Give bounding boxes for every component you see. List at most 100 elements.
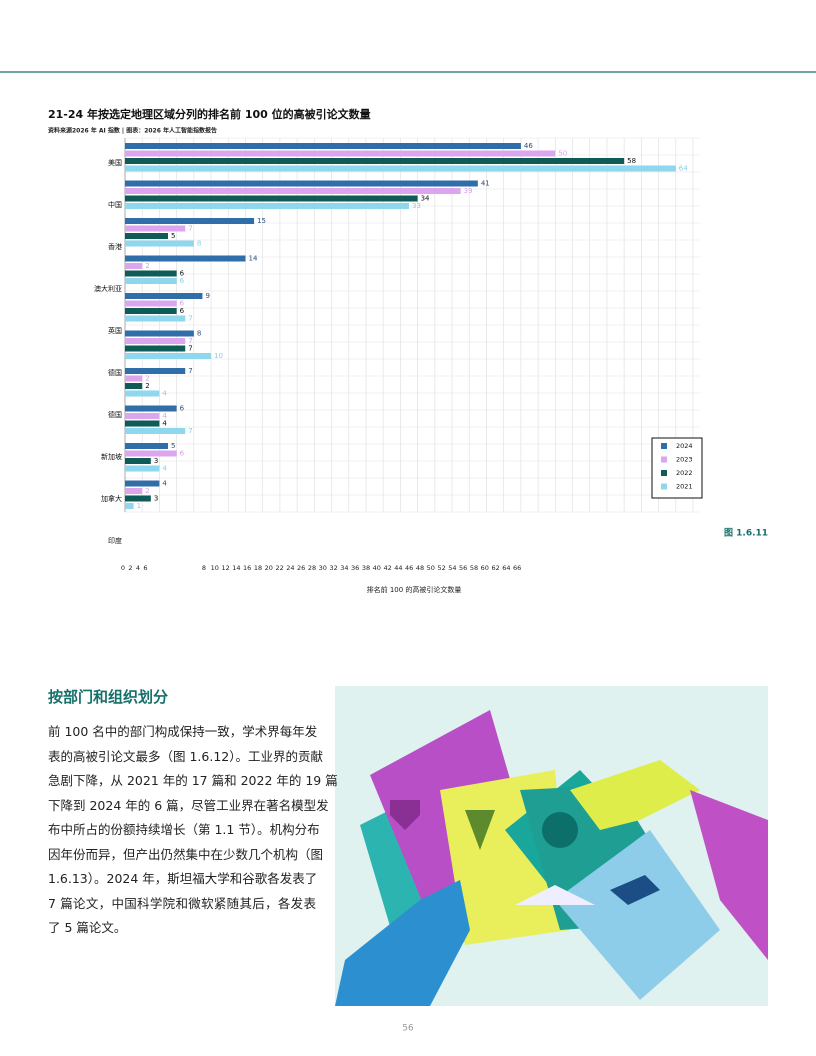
- data-label: 5: [171, 442, 175, 450]
- legend-label: 2023: [676, 456, 693, 464]
- legend-swatch: [661, 443, 667, 449]
- x-tick-label: 16: [243, 564, 251, 572]
- data-label: 6: [180, 270, 185, 278]
- x-tick-label: 62: [491, 564, 499, 572]
- x-tick-label: 14: [232, 564, 240, 572]
- bar: [125, 293, 203, 299]
- x-tick-label: 20: [265, 564, 273, 572]
- data-label: 6: [180, 405, 185, 413]
- x-axis-label: 排名前 100 的高被引论文数量: [367, 585, 462, 594]
- data-label: 6: [180, 277, 185, 285]
- legend-swatch: [661, 456, 667, 463]
- bar: [125, 240, 194, 247]
- data-label: 6: [180, 300, 185, 308]
- bar: [125, 188, 461, 194]
- data-label: 6: [180, 307, 185, 315]
- bar: [125, 488, 143, 494]
- y-tick-label: 加拿大: [101, 494, 122, 503]
- x-tick-label: 54: [448, 564, 456, 572]
- data-label: 9: [205, 292, 209, 300]
- legend-label: 2024: [676, 442, 693, 450]
- chart-title: 21-24 年按选定地理区域分列的排名前 100 位的高被引论文数量: [48, 107, 371, 121]
- x-tick-label: 58: [470, 564, 478, 572]
- data-label: 2: [145, 487, 149, 495]
- x-tick-label: 28: [308, 564, 316, 572]
- bar: [125, 390, 160, 397]
- legend-label: 2022: [676, 469, 693, 477]
- x-tick-label: 56: [459, 564, 467, 572]
- paragraph-line: 因年份而异，但产出仍然集中在少数几个机构（图: [48, 846, 324, 862]
- paragraph-line: 了 5 篇论文。: [48, 920, 127, 935]
- bar: [125, 495, 151, 502]
- bar: [125, 143, 521, 149]
- bar: [125, 428, 186, 434]
- y-tick-label: 美国: [108, 158, 122, 167]
- x-tick-label: 34: [340, 564, 348, 572]
- data-label: 64: [679, 165, 688, 173]
- data-label: 3: [154, 495, 158, 503]
- bar: [125, 458, 151, 464]
- data-label: 4: [162, 390, 167, 398]
- x-tick-label: 38: [362, 564, 370, 572]
- bar: [125, 420, 160, 427]
- data-label: 4: [162, 465, 167, 473]
- legend-box: [651, 437, 703, 499]
- x-tick-label: 2: [128, 564, 132, 572]
- data-label: 41: [481, 180, 490, 188]
- x-tick-label: 46: [405, 564, 413, 572]
- data-label: 58: [627, 157, 636, 165]
- y-tick-label: 德国: [108, 410, 122, 419]
- x-tick-label: 60: [481, 564, 489, 572]
- figure-label: 图 1.6.11: [724, 528, 768, 539]
- data-label: 7: [188, 337, 192, 345]
- x-tick-label: 8: [202, 564, 206, 572]
- paragraph-line: 7 篇论文，中国科学院和微软紧随其后，各发表: [48, 895, 316, 911]
- x-tick-label: 66: [513, 564, 521, 572]
- data-label: 4: [162, 480, 167, 488]
- page-number: 56: [402, 1024, 414, 1034]
- data-label: 2: [145, 262, 149, 270]
- bar: [125, 263, 143, 269]
- data-label: 15: [257, 217, 266, 225]
- data-label: 3: [154, 457, 158, 465]
- bar: [125, 465, 160, 472]
- chart-subtitle: 资料来源2026 年 AI 指数 | 图表：2026 年人工智能指数报告: [48, 127, 217, 135]
- bar: [125, 383, 143, 389]
- y-tick-label: 德国: [108, 368, 122, 377]
- legend-label: 2021: [676, 483, 693, 491]
- bar: [125, 443, 169, 449]
- bar: [125, 255, 246, 262]
- y-tick-label: 澳大利亚: [94, 284, 122, 293]
- y-tick-label: 中国: [108, 200, 122, 209]
- bar: [125, 480, 160, 487]
- data-label: 10: [214, 352, 223, 360]
- bar: [125, 270, 177, 277]
- bar: [125, 450, 177, 457]
- x-tick-label: 40: [373, 564, 381, 572]
- paragraph: 前 100 名中的部门构成保持一致，学术界每年发 表的高被引论文最多（图 1.6.…: [48, 720, 338, 941]
- x-tick-label: 22: [275, 564, 283, 572]
- bar: [125, 165, 676, 172]
- data-label: 7: [188, 225, 192, 233]
- bar: [125, 353, 212, 359]
- x-tick-label: 6: [143, 564, 147, 572]
- y-tick-label: 英国: [108, 326, 122, 335]
- x-tick-label: 24: [286, 564, 294, 572]
- paragraph-line: 前 100 名中的部门构成保持一致，学术界每年发: [48, 724, 318, 739]
- data-label: 4: [162, 420, 167, 428]
- bar: [125, 405, 177, 412]
- bar: [125, 300, 177, 307]
- y-tick-label: 香港: [108, 242, 122, 251]
- bar: [125, 158, 625, 164]
- bar: [125, 330, 194, 337]
- bar: [125, 315, 186, 322]
- bar: [125, 218, 255, 224]
- data-label: 34: [421, 195, 430, 203]
- data-label: 5: [171, 232, 175, 240]
- x-tick-label: 12: [221, 564, 229, 572]
- data-label: 14: [248, 255, 257, 263]
- x-tick-label: 30: [319, 564, 327, 572]
- bar: [125, 203, 409, 209]
- bar: [125, 345, 186, 352]
